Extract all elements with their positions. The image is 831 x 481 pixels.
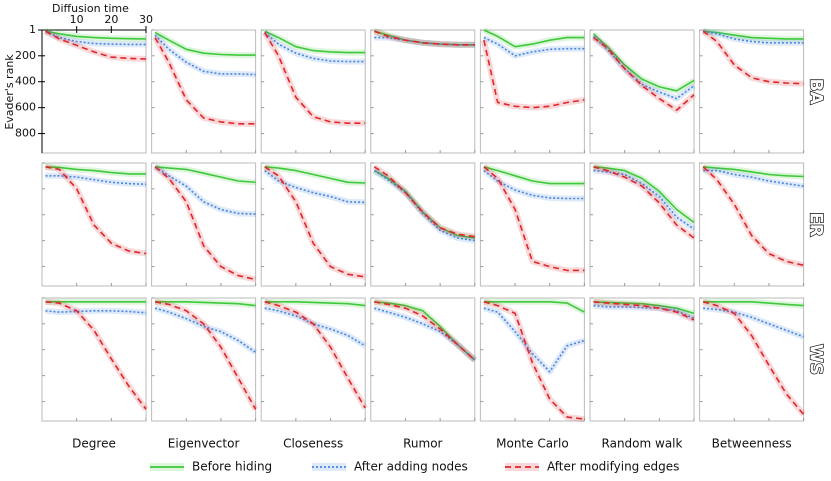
series-line bbox=[702, 30, 804, 85]
column-label: Random walk bbox=[602, 437, 683, 451]
panel bbox=[151, 297, 257, 422]
series-line bbox=[264, 300, 366, 307]
column-label: Degree bbox=[72, 437, 116, 451]
series-line bbox=[374, 30, 475, 46]
series-line bbox=[483, 300, 585, 313]
series-line bbox=[593, 169, 695, 230]
series-line bbox=[593, 301, 695, 321]
series-line bbox=[592, 33, 695, 92]
y-tick-label: 800 bbox=[15, 127, 36, 140]
confidence-band bbox=[262, 30, 366, 65]
legend-band bbox=[505, 463, 539, 471]
row-label: ER bbox=[806, 212, 826, 237]
column-label: Eigenvector bbox=[168, 437, 240, 451]
series-line bbox=[702, 30, 804, 44]
y-tick-label: 1 bbox=[29, 23, 36, 36]
panel bbox=[260, 162, 366, 287]
x-tick-label: 30 bbox=[139, 13, 153, 26]
series-line bbox=[593, 166, 695, 239]
panel bbox=[41, 29, 147, 154]
legend-label: After adding nodes bbox=[354, 460, 468, 474]
x-tick-label: 10 bbox=[70, 13, 84, 26]
series-line bbox=[154, 31, 256, 56]
panel bbox=[370, 29, 476, 154]
y-axis-label: Evader's rank bbox=[3, 54, 16, 130]
column-label: Closeness bbox=[283, 437, 343, 451]
series-line bbox=[155, 166, 256, 184]
x-axis-label: Diffusion time bbox=[52, 2, 129, 15]
series-line bbox=[483, 36, 585, 57]
panel bbox=[151, 162, 257, 287]
series-line bbox=[703, 169, 804, 187]
x-tick-label: 20 bbox=[104, 13, 118, 26]
series-line bbox=[374, 301, 476, 361]
series-line bbox=[154, 307, 257, 353]
series-line bbox=[45, 309, 147, 314]
panel bbox=[479, 29, 585, 154]
series-line bbox=[593, 304, 695, 320]
series-line bbox=[45, 30, 146, 46]
y-tick-label: 600 bbox=[15, 101, 36, 114]
series-line bbox=[154, 166, 256, 281]
series-line bbox=[703, 307, 804, 338]
row-label: BA bbox=[806, 78, 826, 105]
series-line bbox=[702, 166, 804, 267]
series-line bbox=[483, 301, 585, 420]
series-line bbox=[703, 30, 804, 40]
series-line bbox=[45, 30, 147, 60]
panel bbox=[699, 29, 805, 154]
series-line bbox=[264, 32, 366, 124]
series-line bbox=[593, 166, 695, 224]
panel bbox=[699, 297, 805, 422]
series-line bbox=[483, 40, 585, 109]
y-tick-label: 400 bbox=[15, 75, 36, 88]
series-line bbox=[593, 36, 695, 111]
series-line bbox=[264, 301, 366, 409]
series-line bbox=[45, 301, 147, 410]
y-tick-label: 200 bbox=[15, 49, 36, 62]
panel bbox=[589, 297, 695, 422]
series-line bbox=[373, 169, 475, 239]
panel bbox=[151, 29, 257, 154]
series-line bbox=[45, 30, 147, 40]
series-line bbox=[154, 301, 257, 410]
column-label: Rumor bbox=[403, 437, 442, 451]
column-label: Betweenness bbox=[712, 437, 792, 451]
series-line bbox=[592, 35, 695, 100]
panel bbox=[260, 297, 366, 422]
panel bbox=[41, 297, 147, 422]
series-line bbox=[154, 34, 256, 76]
series-line bbox=[264, 30, 366, 54]
series-line bbox=[483, 169, 585, 200]
series-line bbox=[373, 169, 475, 242]
confidence-band bbox=[372, 164, 476, 240]
series-line bbox=[483, 166, 585, 185]
series-line bbox=[155, 300, 256, 307]
legend-label: After modifying edges bbox=[547, 460, 679, 474]
series-line bbox=[45, 175, 147, 186]
panel bbox=[370, 297, 476, 422]
series-line bbox=[483, 307, 585, 373]
panel bbox=[370, 162, 476, 287]
column-label: Monte Carlo bbox=[496, 437, 569, 451]
panel bbox=[41, 162, 147, 287]
series-line bbox=[45, 166, 146, 175]
series-line bbox=[45, 166, 147, 255]
series-line bbox=[154, 37, 256, 125]
series-line bbox=[702, 301, 805, 416]
series-line bbox=[483, 29, 585, 48]
panel bbox=[479, 297, 585, 422]
row-label: WS bbox=[806, 344, 826, 375]
series-line bbox=[154, 166, 256, 215]
series-line bbox=[703, 166, 804, 178]
series-line bbox=[264, 166, 366, 184]
series-line bbox=[483, 166, 585, 272]
series-line bbox=[703, 300, 804, 307]
series-line bbox=[264, 169, 366, 204]
series-line bbox=[264, 166, 366, 278]
legend-label: Before hiding bbox=[192, 460, 272, 474]
